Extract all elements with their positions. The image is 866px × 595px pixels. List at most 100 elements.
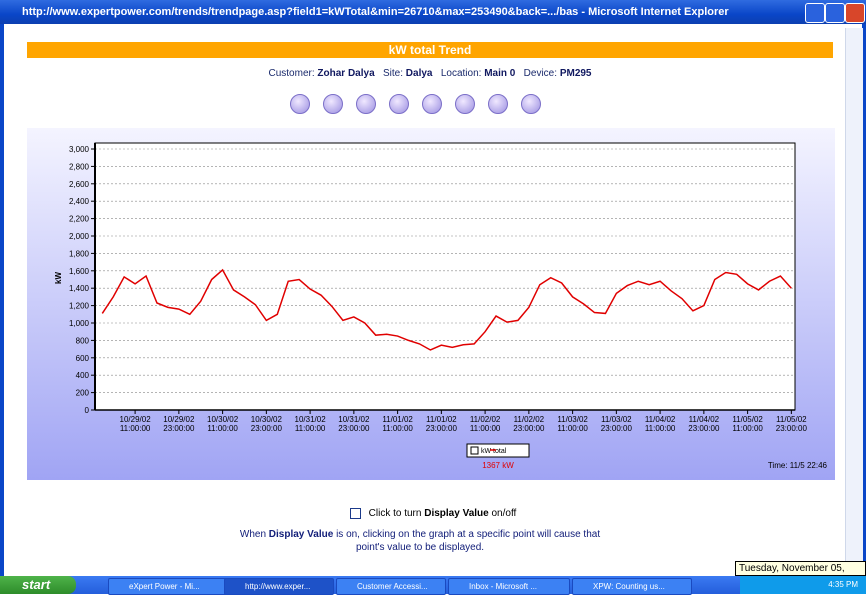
text: on/off bbox=[491, 508, 517, 520]
x-tick-label: 11/01/02 bbox=[382, 415, 413, 424]
page-header: kW total Trend bbox=[27, 42, 833, 58]
x-tick-label: 10/30/02 bbox=[251, 415, 283, 424]
label: Customer: bbox=[268, 68, 315, 79]
y-tick-label: 1,800 bbox=[69, 249, 90, 258]
x-tick-label: 10/31/02 bbox=[295, 415, 327, 424]
y-tick-label: 2,200 bbox=[69, 215, 90, 224]
data-line bbox=[101, 268, 792, 351]
y-tick-label: 1,400 bbox=[69, 284, 90, 293]
x-tick-label: 23:00:00 bbox=[513, 424, 545, 433]
taskbar-item[interactable]: http://www.exper... bbox=[224, 578, 334, 595]
x-tick-label: 23:00:00 bbox=[338, 424, 370, 433]
y-tick-label: 2,800 bbox=[69, 162, 90, 171]
text: Click to turn bbox=[368, 508, 422, 520]
y-tick-label: 1,600 bbox=[69, 267, 90, 276]
device-info: Customer: Zohar Dalya Site: Dalya Locati… bbox=[27, 68, 833, 79]
plot-area bbox=[94, 142, 796, 411]
y-tick-label: 800 bbox=[76, 336, 90, 345]
x-tick-label: 11:00:00 bbox=[295, 424, 326, 433]
value: PM295 bbox=[559, 68, 592, 79]
legend-label: kW total bbox=[481, 448, 507, 455]
x-tick-label: 11/03/02 bbox=[601, 415, 632, 424]
title-bar: http://www.expertpower.com/trends/trendp… bbox=[0, 0, 866, 24]
minimize-button[interactable] bbox=[805, 3, 825, 23]
taskbar-item[interactable]: Inbox - Microsoft ... bbox=[448, 578, 570, 595]
y-tick-label: 1,200 bbox=[69, 302, 90, 311]
start-button[interactable]: start bbox=[0, 576, 76, 594]
y-tick-label: 400 bbox=[76, 371, 90, 380]
text: point's value to be displayed. bbox=[355, 542, 485, 553]
toolbar-button[interactable] bbox=[521, 94, 541, 114]
toolbar-button[interactable] bbox=[389, 94, 409, 114]
taskbar-item[interactable]: eXpert Power - Mi... bbox=[108, 578, 240, 595]
x-tick-label: 11:00:00 bbox=[645, 424, 676, 433]
text: Display Value bbox=[424, 508, 489, 520]
x-tick-label: 10/29/02 bbox=[163, 415, 195, 424]
y-tick-label: 3,000 bbox=[69, 145, 90, 154]
window-frame bbox=[0, 24, 4, 576]
y-tick-label: 2,400 bbox=[69, 197, 90, 206]
close-button[interactable] bbox=[845, 3, 865, 23]
x-tick-label: 11:00:00 bbox=[382, 424, 413, 433]
x-tick-label: 11/04/02 bbox=[645, 415, 676, 424]
y-axis-label: kW bbox=[54, 272, 63, 284]
taskbar-item[interactable]: XPW: Counting us... bbox=[572, 578, 692, 595]
taskbar-item[interactable]: Customer Accessi... bbox=[336, 578, 446, 595]
x-tick-label: 23:00:00 bbox=[776, 424, 808, 433]
scrollbar[interactable] bbox=[845, 28, 863, 574]
current-value: 1367 kW bbox=[482, 461, 514, 470]
text: is on, clicking on the graph at a specif… bbox=[336, 529, 601, 540]
x-tick-label: 11/02/02 bbox=[514, 415, 545, 424]
x-tick-label: 11/04/02 bbox=[689, 415, 720, 424]
toolbar-button[interactable] bbox=[422, 94, 442, 114]
x-tick-label: 11:00:00 bbox=[470, 424, 501, 433]
legend-checkbox[interactable] bbox=[470, 446, 479, 455]
x-tick-label: 11:00:00 bbox=[732, 424, 763, 433]
clock: 4:35 PM bbox=[828, 580, 858, 589]
checkbox[interactable] bbox=[349, 508, 361, 519]
toolbar-button[interactable] bbox=[356, 94, 376, 114]
x-tick-label: 10/29/02 bbox=[120, 415, 152, 424]
x-tick-label: 10/31/02 bbox=[338, 415, 370, 424]
value: Dalya bbox=[405, 68, 433, 79]
x-tick-label: 11:00:00 bbox=[120, 424, 151, 433]
text: Display Value bbox=[268, 529, 334, 540]
x-tick-label: 23:00:00 bbox=[426, 424, 458, 433]
legend bbox=[466, 443, 530, 458]
display-toggle: Click to turn Display Value on/off bbox=[0, 508, 866, 519]
label: Site: bbox=[383, 68, 404, 79]
x-tick-label: 10/30/02 bbox=[207, 415, 239, 424]
label: Location: bbox=[440, 68, 482, 79]
x-tick-label: 23:00:00 bbox=[688, 424, 720, 433]
x-tick-label: 11:00:00 bbox=[207, 424, 238, 433]
window-title: http://www.expertpower.com/trends/trendp… bbox=[22, 6, 729, 18]
x-tick-label: 11/02/02 bbox=[470, 415, 501, 424]
value: Zohar Dalya bbox=[317, 68, 375, 79]
note: When Display Value is on, clicking on th… bbox=[200, 528, 640, 554]
x-tick-label: 11/05/02 bbox=[776, 415, 807, 424]
window-frame bbox=[862, 24, 866, 576]
x-tick-label: 23:00:00 bbox=[251, 424, 283, 433]
x-tick-label: 11/01/02 bbox=[426, 415, 457, 424]
x-tick-label: 23:00:00 bbox=[601, 424, 633, 433]
toolbar-button[interactable] bbox=[323, 94, 343, 114]
chart-panel: kW kW total 1367 kW Time: 11/5 22:46 0 20… bbox=[27, 128, 835, 480]
toolbar-button[interactable] bbox=[488, 94, 508, 114]
toolbar-button[interactable] bbox=[290, 94, 310, 114]
toolbar-button[interactable] bbox=[455, 94, 475, 114]
y-tick-label: 600 bbox=[76, 354, 90, 363]
y-tick-label: 1,000 bbox=[69, 319, 90, 328]
system-tray: 4:35 PM bbox=[740, 576, 866, 594]
y-tick-label: 2,000 bbox=[69, 232, 90, 241]
y-tick-label: 2,600 bbox=[69, 180, 90, 189]
label: Device: bbox=[523, 68, 558, 79]
text: When bbox=[239, 529, 267, 540]
x-tick-label: 23:00:00 bbox=[163, 424, 195, 433]
y-tick-label: 0 bbox=[85, 406, 90, 415]
maximize-button[interactable] bbox=[825, 3, 845, 23]
time-label: Time: 11/5 22:46 bbox=[768, 461, 828, 470]
x-tick-label: 11:00:00 bbox=[557, 424, 588, 433]
chart[interactable]: kW kW total 1367 kW Time: 11/5 22:46 0 20… bbox=[27, 128, 835, 480]
